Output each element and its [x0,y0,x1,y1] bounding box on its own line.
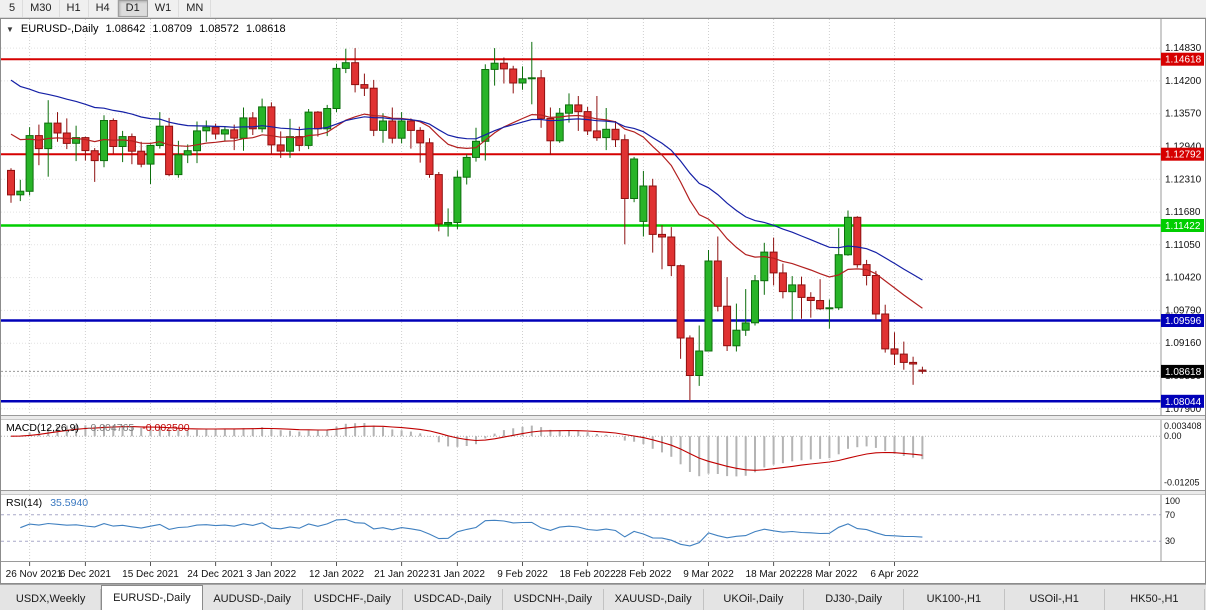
rsi-axis-label: 30 [1165,536,1175,546]
rsi-scale[interactable]: 100 70 30 [1160,495,1205,561]
date-label: 28 Mar 2022 [801,569,858,580]
tab-hk50-h1[interactable]: HK50-,H1 [1104,589,1205,610]
rsi-chart-canvas[interactable]: 100 70 30 [1,495,1205,561]
date-label: 3 Jan 2022 [247,569,297,580]
macd-panel: 0.003408 0.00 -0.01205 MACD(12,26,9) -0.00… [1,420,1205,490]
tab-uk100-h1[interactable]: UK100-,H1 [904,589,1005,610]
tab-usdchf-daily[interactable]: USDCHF-,Daily [302,589,403,610]
period-button-mn[interactable]: MN [179,0,212,17]
ma-blue-line [10,79,923,281]
one-click-collapse-arrow-icon[interactable]: ▼ [6,24,14,34]
panel-divider[interactable] [1,415,1205,420]
price-chart-canvas[interactable]: 1.14830 1.14200 1.13570 1.12940 1.12310 1.116… [1,19,1205,415]
date-label: 15 Dec 2021 [122,569,179,580]
period-button-h4[interactable]: H4 [89,0,118,17]
ma-red-line [10,113,923,309]
svg-text:1.11422: 1.11422 [1165,221,1201,232]
price-badge [1161,52,1204,66]
tab-eurusd-daily[interactable]: EURUSD-,Daily [101,585,203,610]
date-label: 18 Mar 2022 [746,569,803,580]
macd-axis-label: 0.00 [1164,431,1182,441]
price-axis-label: 1.10420 [1165,273,1202,284]
date-label: 6 Apr 2022 [870,569,919,580]
tab-usdcnh-daily[interactable]: USDCNH-,Daily [503,589,604,610]
date-label: 28 Feb 2022 [615,569,672,580]
grid-lines [29,495,895,561]
chart-window: 1.14830 1.14200 1.13570 1.12940 1.12310 1.116… [0,18,1206,584]
period-button-m30[interactable]: M30 [23,0,60,17]
date-label: 9 Feb 2022 [497,569,548,580]
current-price-badge [1161,364,1204,378]
tab-usdcad-daily[interactable]: USDCAD-,Daily [403,589,504,610]
svg-text:1.08044: 1.08044 [1165,397,1202,408]
price-badge [1161,219,1204,232]
price-scale[interactable]: 1.14830 1.14200 1.13570 1.12940 1.12310 1.116… [1160,19,1205,415]
price-axis-label: 1.09160 [1165,338,1202,349]
price-axis-label: 1.07900 [1165,404,1202,415]
svg-text:1.09596: 1.09596 [1165,316,1202,327]
macd-axis-label: 0.003408 [1164,421,1202,431]
macd-axis-label: -0.01205 [1164,478,1200,488]
tab-ukoil-daily[interactable]: UKOil-,Daily [703,589,804,610]
period-button-5[interactable]: 5 [2,0,24,17]
date-label: 12 Jan 2022 [309,569,364,580]
date-label: 31 Jan 2022 [430,569,485,580]
price-axis-label: 1.11050 [1165,240,1201,251]
tab-usdx-weekly[interactable]: USDX,Weekly [1,589,102,610]
period-button-w1[interactable]: W1 [148,0,180,17]
tab-usoil-h1[interactable]: USOil-,H1 [1004,589,1105,610]
date-label: 18 Feb 2022 [560,569,617,580]
price-axis-label: 1.14200 [1165,76,1202,87]
price-axis-label: 1.11680 [1165,207,1201,218]
macd-signal-line [10,425,923,471]
price-axis-label: 1.12310 [1165,174,1202,185]
rsi-axis-label: 100 [1165,496,1180,506]
price-badge [1161,314,1204,327]
svg-text:1.12792: 1.12792 [1165,150,1202,161]
price-badge [1161,394,1204,408]
chart-tab-bar: USDX,Weekly EURUSD-,Daily AUDUSD-,Daily USD… [0,584,1206,610]
macd-histogram [19,423,924,477]
date-label: 6 Dec 2021 [60,569,112,580]
period-button-d1[interactable]: D1 [117,0,148,17]
period-button-h1[interactable]: H1 [60,0,89,17]
svg-text:1.14618: 1.14618 [1165,55,1202,66]
price-axis-label: 1.12940 [1165,142,1202,153]
time-axis[interactable]: 26 Nov 2021 6 Dec 2021 15 Dec 2021 24 Dec 2… [1,561,1205,583]
date-label: 9 Mar 2022 [683,569,734,580]
candlesticks [7,41,927,401]
price-axis-label: 1.09790 [1165,305,1202,316]
tab-xauusd-daily[interactable]: XAUUSD-,Daily [603,589,704,610]
date-label: 26 Nov 2021 [6,569,63,580]
panel-divider[interactable] [1,490,1205,495]
date-label: 24 Dec 2021 [187,569,244,580]
horizontal-level-lines[interactable] [1,58,1161,403]
date-label: 21 Jan 2022 [374,569,429,580]
price-badge [1161,147,1204,161]
grid-lines [1,19,1161,415]
rsi-axis-label: 70 [1165,510,1175,520]
tab-audusd-daily[interactable]: AUDUSD-,Daily [202,589,303,610]
tab-dj30-daily[interactable]: DJ30-,Daily [804,589,905,610]
price-axis-label: 1.13570 [1165,109,1202,120]
timeframe-toolbar: 5 M30 H1 H4 D1 W1 MN [0,0,1206,18]
rsi-panel: 100 70 30 RSI(14) 35.5940 [1,495,1205,561]
price-axis-label: 1.14830 [1165,43,1202,54]
price-panel: 1.14830 1.14200 1.13570 1.12940 1.12310 1.116… [1,19,1205,415]
svg-text:1.08618: 1.08618 [1165,367,1202,378]
rsi-line [20,518,923,547]
